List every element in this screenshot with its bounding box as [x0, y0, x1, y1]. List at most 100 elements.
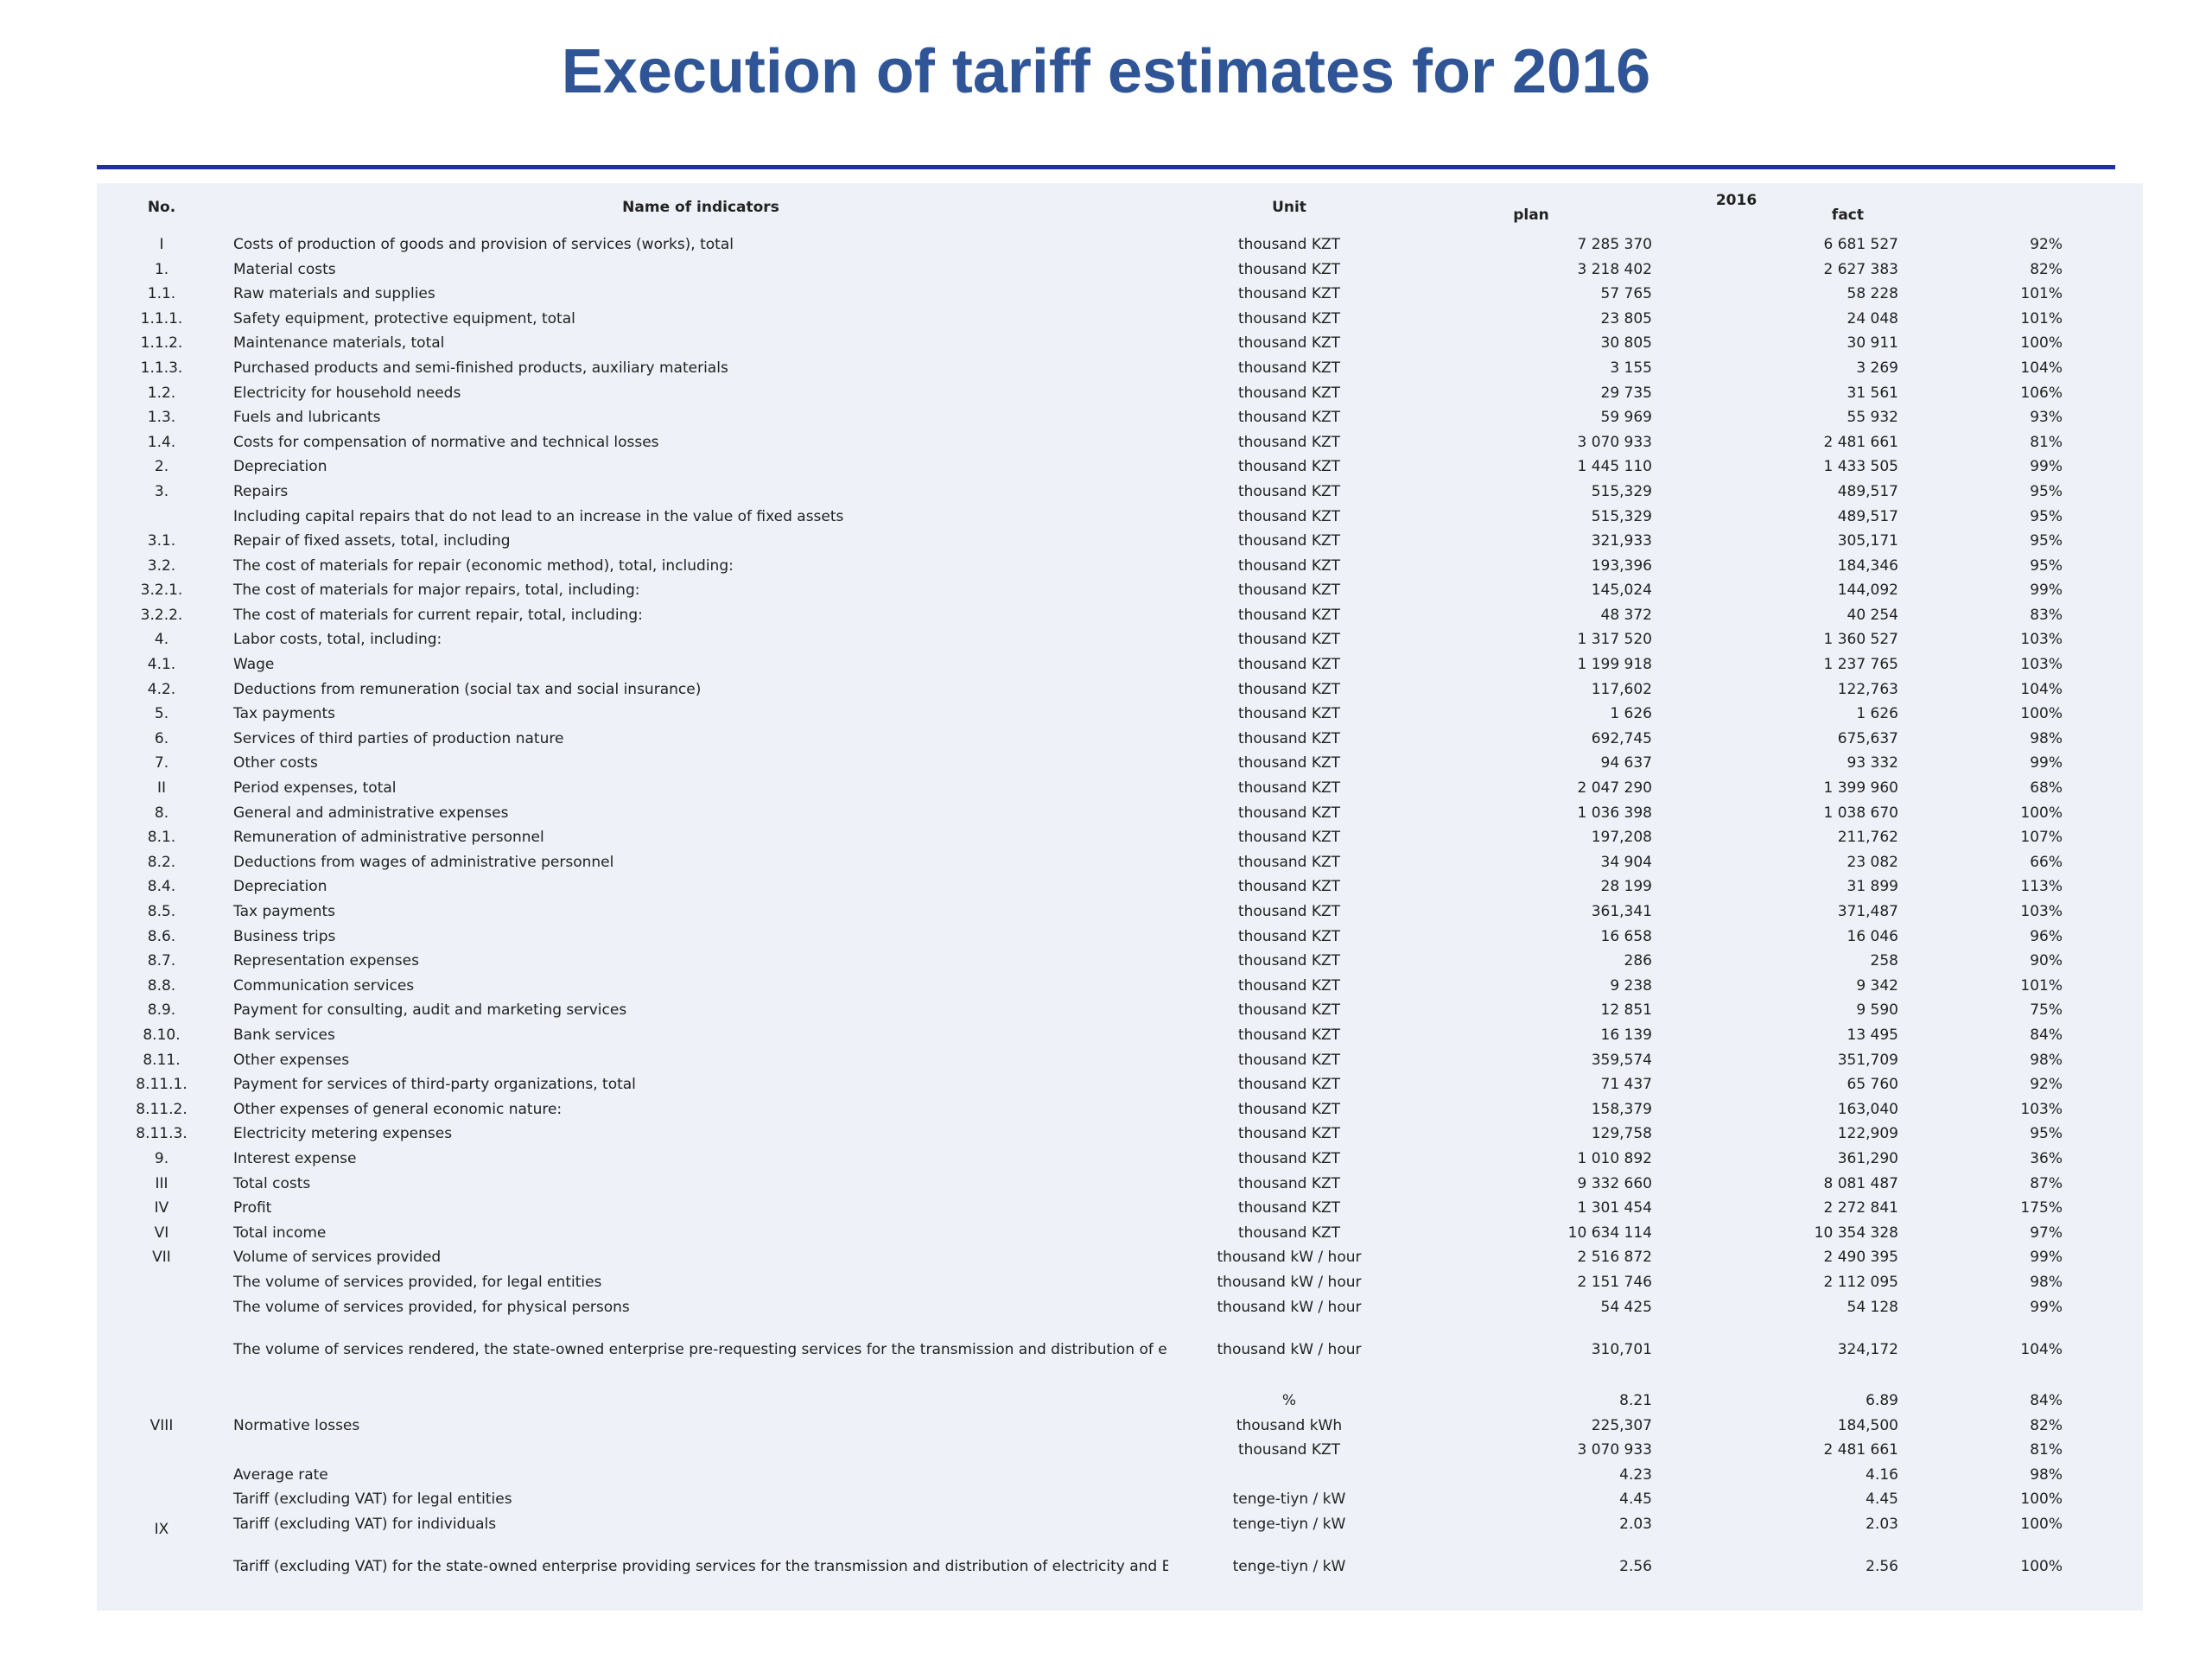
indicator-name: Total costs — [233, 1174, 311, 1192]
fact-value: 3 269 — [1856, 359, 1898, 377]
fact-value: 371,487 — [1837, 903, 1898, 921]
unit-cell: thousand KZT — [1237, 1026, 1341, 1044]
table-row: 8.6. Business trips thousand KZT 16 658 16 0… — [97, 925, 2143, 950]
indicator-name: Depreciation — [233, 458, 327, 476]
percent-value: 97% — [2030, 1224, 2063, 1242]
plan-value: 28 199 — [1600, 878, 1652, 896]
indicator-name: Communication services — [233, 976, 415, 995]
plan-value: 48 372 — [1600, 606, 1652, 624]
indicator-name: Depreciation — [233, 878, 327, 896]
indicator-name: Interest expense — [233, 1149, 357, 1167]
unit-cell: thousand KZT — [1237, 582, 1341, 600]
row-number: 5. — [154, 705, 169, 723]
plan-value: 71 437 — [1600, 1076, 1652, 1094]
plan-value: 1 036 398 — [1577, 804, 1652, 822]
fact-value: 2 627 383 — [1823, 260, 1898, 278]
spacer-cell — [2063, 752, 2143, 777]
indicator-name: Electricity metering expenses — [233, 1125, 453, 1143]
fact-value: 2 490 395 — [1823, 1249, 1898, 1267]
fact-value: 675,637 — [1837, 729, 1898, 747]
percent-value: 100% — [2020, 334, 2063, 353]
unit-cell: thousand KZT — [1237, 532, 1341, 550]
percent-value: 103% — [2020, 1100, 2063, 1118]
fact-value: 258 — [1870, 952, 1898, 970]
fact-value: 1 038 670 — [1823, 804, 1898, 822]
fact-value: 30 911 — [1847, 334, 1898, 353]
table-row: 3.2.1. The cost of materials for major re… — [97, 579, 2143, 604]
fact-value: 24 048 — [1847, 309, 1898, 327]
plan-value: 9 332 660 — [1577, 1174, 1652, 1192]
unit-cell: thousand kWh — [1236, 1416, 1343, 1434]
table-row: 8.4. Depreciation thousand KZT 28 199 31 899… — [97, 875, 2143, 900]
percent-value: 84% — [2030, 1026, 2063, 1044]
plan-value: 16 658 — [1600, 927, 1652, 945]
plan-value: 1 010 892 — [1577, 1149, 1652, 1167]
unit-cell: thousand KZT — [1237, 705, 1341, 723]
unit-cell: thousand KZT — [1237, 433, 1341, 451]
row-number: 1.2. — [147, 384, 176, 402]
unit-cell: thousand KZT — [1237, 309, 1341, 327]
percent-value: 68% — [2030, 779, 2063, 798]
table-row: 3.2. The cost of materials for repair (ec… — [97, 554, 2143, 579]
row-number — [97, 1270, 226, 1295]
unit-cell: thousand KZT — [1237, 606, 1341, 624]
fact-value: 10 354 328 — [1814, 1224, 1898, 1242]
percent-value: 101% — [2020, 309, 2063, 327]
table-row: 4. Labor costs, total, including: thousand… — [97, 628, 2143, 653]
indicator-name: General and administrative expenses — [233, 804, 509, 822]
indicator-name: Fuels and lubricants — [233, 409, 381, 427]
row-number: 8.1. — [147, 829, 176, 847]
percent-value: 98% — [2030, 1051, 2063, 1069]
row-number: 8.11.1. — [136, 1076, 188, 1094]
plan-value: 129,758 — [1591, 1125, 1652, 1143]
unit-cell: thousand kW / hour — [1217, 1273, 1362, 1291]
indicator-name: Costs for compensation of normative and … — [233, 433, 659, 451]
plan-value: 23 805 — [1600, 309, 1652, 327]
spacer-cell — [2063, 999, 2143, 1024]
row-number: 1.1.1. — [140, 309, 183, 327]
fact-value: 31 899 — [1847, 878, 1898, 896]
table-row: 1. Material costs thousand KZT 3 218 402 2 6… — [97, 257, 2143, 283]
plan-value: 57 765 — [1600, 285, 1652, 303]
fact-value: 1 360 527 — [1823, 631, 1898, 649]
plan-value: 225,307 — [1591, 1416, 1652, 1434]
unit-cell: thousand KZT — [1237, 1001, 1341, 1020]
fact-value: 54 128 — [1847, 1298, 1898, 1316]
row-number: 6. — [154, 729, 169, 747]
plan-value: 2.56 — [1619, 1558, 1652, 1576]
row-number: 8.10. — [143, 1026, 181, 1044]
table-row: 8.11.2. Other expenses of general economi… — [97, 1097, 2143, 1122]
percent-value: 100% — [2020, 1516, 2063, 1534]
row-number: 8.11. — [143, 1051, 181, 1069]
fact-value: 1 626 — [1856, 705, 1898, 723]
percent-value: 83% — [2030, 606, 2063, 624]
percent-value: 81% — [2030, 1441, 2063, 1459]
unit-cell: thousand KZT — [1237, 779, 1341, 798]
table-row: 6. Services of third parties of productio… — [97, 727, 2143, 752]
plan-value: 197,208 — [1591, 829, 1652, 847]
indicator-name: Profit — [233, 1199, 272, 1217]
spacer-cell — [2063, 652, 2143, 677]
header-fact: fact — [1831, 207, 1864, 224]
plan-value: 16 139 — [1600, 1026, 1652, 1044]
unit-cell: thousand KZT — [1237, 656, 1341, 674]
table-background — [97, 183, 2143, 1611]
percent-value: 98% — [2030, 729, 2063, 747]
percent-value: 90% — [2030, 952, 2063, 970]
percent-value: 101% — [2020, 285, 2063, 303]
row-number: 1.1.3. — [140, 359, 183, 377]
unit-cell: thousand KZT — [1237, 1125, 1341, 1143]
percent-value: 98% — [2030, 1273, 2063, 1291]
plan-value: 286 — [1624, 952, 1652, 970]
plan-value: 7 285 370 — [1577, 235, 1652, 253]
table-row: Tariff (excluding VAT) for individuals te… — [97, 1512, 2143, 1537]
indicator-name: Purchased products and semi-finished pro… — [233, 359, 728, 377]
spacer-cell — [2063, 1488, 2143, 1513]
indicator-name: Period expenses, total — [233, 779, 397, 798]
unit-cell: thousand KZT — [1237, 1149, 1341, 1167]
spacer-cell — [2063, 232, 2143, 257]
percent-value: 66% — [2030, 853, 2063, 871]
table-row: 9. Interest expense thousand KZT 1 010 892 3… — [97, 1147, 2143, 1172]
fact-value: 489,517 — [1837, 507, 1898, 525]
unit-cell: thousand KZT — [1237, 482, 1341, 500]
